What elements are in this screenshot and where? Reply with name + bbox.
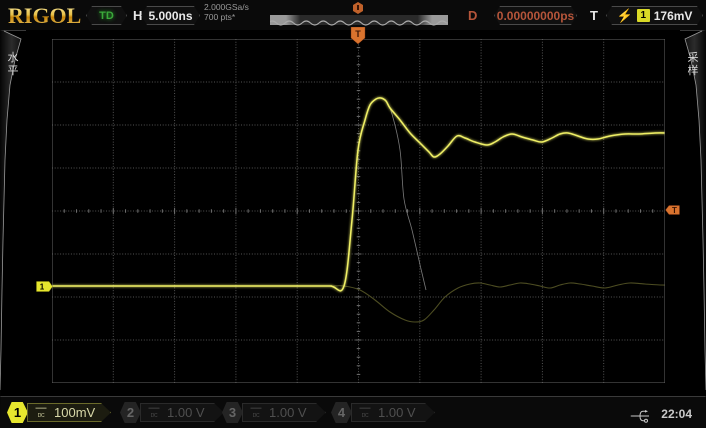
svg-text:T: T xyxy=(672,206,677,215)
svg-text:T: T xyxy=(355,29,361,39)
svg-text:1: 1 xyxy=(40,283,45,292)
